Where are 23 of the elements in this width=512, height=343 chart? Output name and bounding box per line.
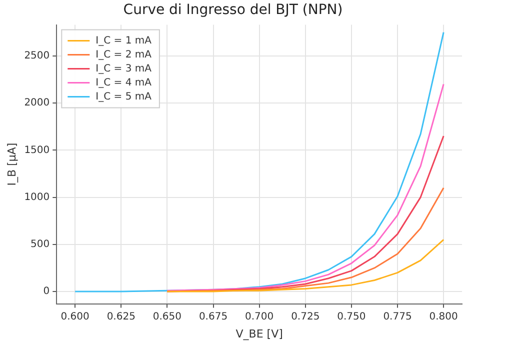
x-tick-label: 0.625: [106, 311, 136, 322]
x-tick-label: 0.600: [60, 311, 90, 322]
x-tick-label: 0.750: [337, 311, 366, 322]
y-tick-label: 2000: [24, 98, 50, 109]
x-tick-label: 0.700: [245, 311, 274, 322]
y-tick-label: 2500: [24, 50, 50, 62]
legend-label: I_C = 2 mA: [96, 49, 152, 60]
x-tick-label: 0.725: [291, 311, 320, 322]
x-tick-label: 0.800: [429, 311, 458, 322]
chart-title: Curve di Ingresso del BJT (NPN): [123, 2, 343, 18]
x-tick-label: 0.675: [198, 311, 228, 322]
y-tick-label: 500: [30, 239, 50, 250]
y-axis-title: I_B [µA]: [5, 142, 18, 186]
x-tick-label: 0.650: [152, 311, 182, 322]
legend-label: I_C = 1 mA: [96, 35, 152, 46]
y-tick-label: 1500: [24, 144, 50, 156]
legend-label: I_C = 4 mA: [96, 77, 152, 88]
y-tick-label: 1000: [24, 192, 50, 203]
x-axis-title: V_BE [V]: [236, 327, 283, 340]
legend-label: I_C = 3 mA: [96, 63, 152, 74]
y-tick-label: 0: [43, 286, 50, 298]
x-tick-label: 0.775: [383, 311, 412, 322]
legend-label: I_C = 5 mA: [96, 91, 152, 102]
